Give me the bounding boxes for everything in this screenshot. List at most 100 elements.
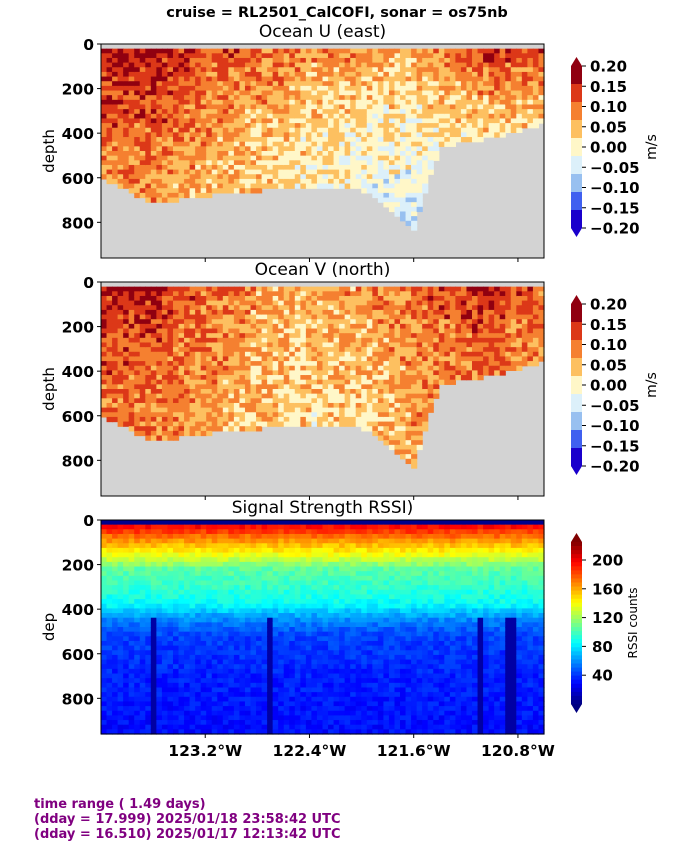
data-cell <box>128 668 135 675</box>
y-tick-label: 200 <box>62 81 95 99</box>
data-cell <box>405 62 412 68</box>
data-cell <box>128 627 135 633</box>
data-cell <box>472 90 479 96</box>
data-cell <box>405 305 412 311</box>
data-cell <box>300 81 307 87</box>
data-cell <box>178 95 185 101</box>
data-cell <box>510 309 517 316</box>
data-cell <box>532 53 540 59</box>
data-cell <box>316 113 324 120</box>
data-cell <box>538 300 545 306</box>
data-cell <box>161 291 169 297</box>
data-cell <box>333 178 340 185</box>
data-cell <box>117 300 124 306</box>
data-cell <box>372 407 379 413</box>
data-cell <box>239 151 246 157</box>
data-cell <box>416 127 423 133</box>
data-cell <box>416 188 423 194</box>
data-cell <box>112 696 119 703</box>
data-cell <box>400 183 407 189</box>
data-cell <box>228 113 235 120</box>
data-cell <box>305 164 313 171</box>
data-cell <box>289 164 296 171</box>
data-cell <box>328 319 335 325</box>
data-cell <box>267 305 274 311</box>
data-cell <box>184 384 191 390</box>
data-cell <box>211 421 218 427</box>
data-cell <box>278 309 285 316</box>
data-cell <box>400 356 407 362</box>
data-cell <box>388 132 396 138</box>
data-cell <box>344 416 351 423</box>
data-cell <box>195 174 202 180</box>
data-cell <box>123 160 130 166</box>
data-cell <box>322 113 329 120</box>
data-cell <box>184 57 191 64</box>
data-cell <box>112 361 119 367</box>
data-cell <box>455 81 462 87</box>
data-cell <box>217 398 224 404</box>
data-cell <box>311 333 318 339</box>
data-cell <box>106 286 113 292</box>
data-cell <box>167 183 174 189</box>
data-cell <box>167 99 174 106</box>
data-cell <box>350 412 357 418</box>
data-cell <box>350 99 357 106</box>
data-cell <box>278 370 285 376</box>
data-cell <box>488 67 495 73</box>
data-cell <box>161 164 169 171</box>
data-cell <box>112 524 119 530</box>
data-cell <box>289 337 296 344</box>
data-cell <box>316 379 324 385</box>
data-cell <box>405 402 412 409</box>
data-cell <box>444 81 451 87</box>
data-cell <box>510 118 517 124</box>
data-cell <box>123 589 130 596</box>
data-cell <box>112 585 119 591</box>
data-cell <box>316 319 324 325</box>
data-cell <box>339 402 346 409</box>
data-cell <box>405 347 412 353</box>
data-cell <box>283 164 290 171</box>
data-cell <box>538 309 545 316</box>
data-cell <box>322 160 329 166</box>
data-cell <box>328 291 335 297</box>
data-cell <box>472 337 479 344</box>
data-cell <box>538 76 545 82</box>
data-cell <box>333 57 340 64</box>
data-cell <box>411 314 418 320</box>
data-cell <box>510 361 517 367</box>
data-cell <box>388 430 396 437</box>
data-cell <box>156 361 163 367</box>
data-cell <box>184 379 191 385</box>
data-cell <box>272 398 279 404</box>
data-cell <box>516 342 523 348</box>
data-cell <box>344 62 351 68</box>
data-cell <box>161 412 169 418</box>
data-cell <box>477 286 484 292</box>
data-cell <box>239 379 246 385</box>
data-cell <box>145 351 152 358</box>
data-cell <box>394 141 401 147</box>
data-cell <box>300 76 307 82</box>
data-cell <box>455 104 462 110</box>
data-cell <box>361 314 368 320</box>
data-cell <box>211 141 218 147</box>
data-cell <box>305 76 313 82</box>
data-cell <box>328 109 335 115</box>
data-cell <box>139 356 146 362</box>
data-cell <box>145 146 152 152</box>
data-cell <box>150 183 157 189</box>
data-cell <box>527 300 534 306</box>
data-cell <box>366 132 373 138</box>
data-cell <box>233 421 241 427</box>
data-cell <box>427 146 434 152</box>
data-cell <box>311 365 318 371</box>
data-cell <box>195 192 202 199</box>
data-cell <box>366 342 373 348</box>
data-cell <box>228 85 235 92</box>
data-cell <box>488 342 495 348</box>
data-cell <box>283 160 290 166</box>
data-cell <box>355 127 362 133</box>
data-cell <box>123 706 130 712</box>
